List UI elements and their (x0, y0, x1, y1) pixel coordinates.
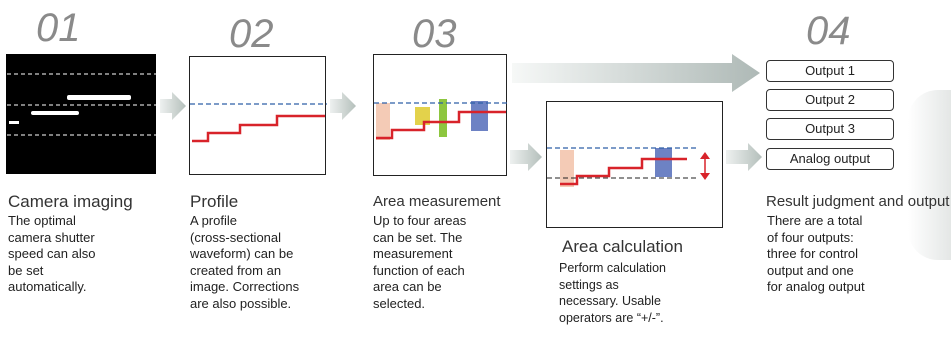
step-title-camera-imaging: Camera imaging (8, 192, 133, 211)
output-2-box: Output 2 (766, 89, 894, 111)
output-flow-arrow (512, 54, 760, 92)
step-number-04: 04 (806, 9, 851, 53)
step-number-02: 02 (229, 12, 274, 56)
step-desc-camera-imaging: The optimal camera shutter speed can als… (8, 213, 96, 294)
step-number-01: 01 (36, 6, 81, 50)
profile-graphic (190, 103, 327, 143)
output-1-box: Output 1 (766, 60, 894, 82)
output-3-box: Output 3 (766, 118, 894, 140)
step-title-profile: Profile (190, 192, 239, 211)
camera-image-panel (6, 54, 157, 174)
step-desc-area-calculation: Perform calculation settings as necessar… (559, 261, 666, 325)
camera-image-graphic (7, 73, 157, 136)
flow-arrow-3 (510, 143, 542, 171)
flow-arrow-4 (726, 143, 762, 171)
step-title-area-calculation: Area calculation (562, 237, 683, 256)
step-number-03: 03 (412, 12, 457, 56)
profile-panel (189, 56, 327, 175)
step-desc-result-judgment: There are a total of four outputs: three… (767, 213, 865, 294)
step-desc-area-measurement: Up to four areas can be set. The measure… (373, 213, 467, 311)
flow-arrow-2 (330, 92, 356, 120)
area-measurement-graphic (374, 99, 508, 140)
step-title-area-measurement: Area measurement (373, 193, 501, 210)
area-calculation-graphic (547, 147, 710, 187)
flow-arrow-1 (160, 92, 186, 120)
analog-output-box: Analog output (766, 148, 894, 170)
step-desc-profile: A profile (cross-sectional waveform) can… (190, 213, 300, 311)
step-title-result-judgment: Result judgment and output (766, 193, 950, 210)
area-measurement-panel (373, 54, 508, 176)
area-calculation-panel (546, 101, 723, 228)
right-edge-glow (908, 90, 951, 260)
